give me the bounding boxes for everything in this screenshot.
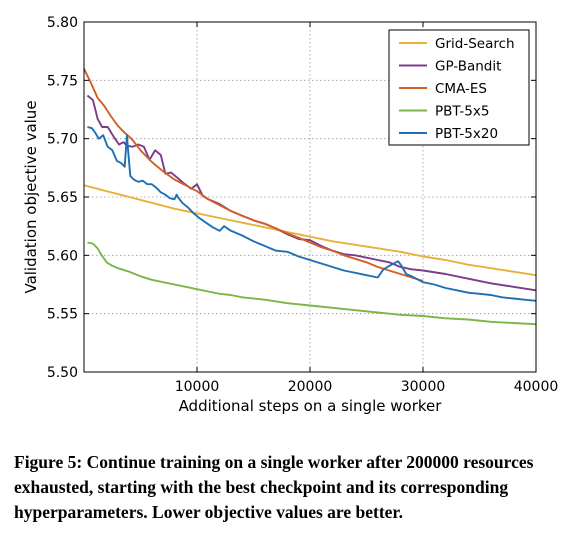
figure-caption: Figure 5: Continue training on a single … bbox=[14, 452, 534, 522]
y-tick-label: 5.50 bbox=[47, 365, 78, 381]
x-tick-label: 20000 bbox=[288, 379, 333, 395]
line-chart: 10000 20000 30000 40000 5.50 5.55 5.60 5.65 5.7… bbox=[22, 15, 559, 415]
x-tick-label: 40000 bbox=[514, 379, 559, 395]
legend: Grid-Search GP-Bandit CMA-ES PBT-5x5 PBT-5x2… bbox=[388, 29, 530, 146]
y-tick-label: 5.80 bbox=[47, 15, 78, 31]
y-tick-label: 5.75 bbox=[47, 73, 78, 89]
y-tick-label: 5.55 bbox=[47, 307, 78, 323]
y-tick-label: 5.65 bbox=[47, 190, 78, 206]
legend-label-pbt-5x20: PBT-5x20 bbox=[435, 126, 498, 142]
x-tick-labels: 10000 20000 30000 40000 bbox=[175, 379, 559, 395]
y-tick-label: 5.60 bbox=[47, 248, 78, 264]
y-axis-title: Validation objective value bbox=[22, 100, 40, 293]
x-axis-title: Additional steps on a single worker bbox=[179, 397, 443, 415]
legend-label-pbt-5x5: PBT-5x5 bbox=[435, 104, 489, 120]
y-tick-labels: 5.50 5.55 5.60 5.65 5.70 5.75 5.80 bbox=[47, 15, 78, 381]
legend-label-grid-search: Grid-Search bbox=[435, 36, 515, 52]
series-line-grid-search bbox=[83, 184, 537, 277]
series-line-cma-es bbox=[83, 68, 424, 282]
series-line-pbt-5x20 bbox=[87, 126, 537, 302]
legend-label-cma-es: CMA-ES bbox=[435, 81, 487, 97]
legend-label-gp-bandit: GP-Bandit bbox=[435, 59, 501, 75]
series-lines bbox=[83, 68, 537, 326]
x-tick-label: 10000 bbox=[175, 379, 220, 395]
y-tick-label: 5.70 bbox=[47, 132, 78, 148]
x-tick-label: 30000 bbox=[401, 379, 446, 395]
series-line-pbt-5x5 bbox=[87, 241, 537, 326]
axis-ticks bbox=[84, 21, 537, 373]
